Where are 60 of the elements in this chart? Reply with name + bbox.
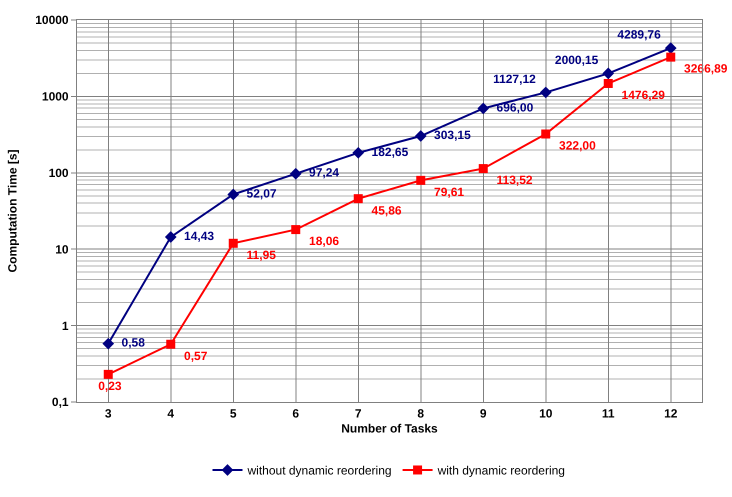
point <box>354 194 363 204</box>
data-label: 0,57 <box>177 348 211 363</box>
data-label: 14,43 <box>177 229 218 244</box>
x-tick-label: 11 <box>602 406 615 420</box>
data-label: 18,06 <box>302 234 342 248</box>
x-tick-label: 6 <box>292 406 300 420</box>
point <box>164 231 177 243</box>
point <box>228 238 238 248</box>
y-tick-label: 100 <box>48 166 69 180</box>
point <box>104 370 113 379</box>
data-label: 45,86 <box>364 203 405 218</box>
data-label: 1476,29 <box>614 88 668 102</box>
point <box>540 86 552 98</box>
x-tick-label: 5 <box>230 406 237 420</box>
point <box>416 176 426 185</box>
legend-label: without dynamic reordering <box>246 464 392 478</box>
data-label: 11,95 <box>240 248 280 262</box>
x-tick-label: 7 <box>354 406 362 420</box>
point <box>477 102 490 114</box>
y-axis-title: Computation Time [s] <box>6 149 20 273</box>
data-label: 303,15 <box>427 128 474 142</box>
data-label: 79,61 <box>427 184 468 199</box>
point <box>102 338 114 350</box>
point <box>602 68 614 80</box>
point <box>414 130 427 142</box>
data-label: 4289,76 <box>610 27 664 42</box>
data-label: 52,07 <box>240 186 280 200</box>
data-label: 322,00 <box>552 138 600 153</box>
x-tick-label: 8 <box>417 406 424 420</box>
point <box>666 52 676 62</box>
point <box>541 130 550 138</box>
x-tick-label: 12 <box>664 406 678 420</box>
point <box>478 164 488 174</box>
point <box>227 188 240 200</box>
x-tick-label: 10 <box>539 406 553 420</box>
data-label: 182,65 <box>364 144 412 159</box>
y-tick-label: 1000 <box>42 90 69 104</box>
point <box>352 146 364 159</box>
legend-label: with dynamic reordering <box>436 464 565 478</box>
y-tick-label: 0,1 <box>52 395 69 410</box>
point <box>664 42 677 54</box>
x-tick-label: 4 <box>167 406 174 420</box>
point <box>290 168 302 180</box>
y-tick-label: 10000 <box>35 13 69 28</box>
y-tick-label: 10 <box>55 242 69 256</box>
point <box>291 225 300 234</box>
data-label: 3266,89 <box>677 62 731 76</box>
data-label: 113,52 <box>490 173 536 188</box>
data-label: 1127,12 <box>486 72 540 86</box>
data-label: 696,00 <box>490 100 537 114</box>
x-tick-label: 3 <box>104 406 112 420</box>
data-label: 0,23 <box>92 378 125 393</box>
data-label: 0,58 <box>114 336 148 350</box>
data-label: 97,24 <box>302 166 342 180</box>
y-tick-label: 1 <box>62 318 69 333</box>
x-tick-label: 9 <box>480 406 487 420</box>
x-axis-title: Number of Tasks <box>341 421 438 436</box>
data-label: 2000,15 <box>548 52 602 67</box>
point <box>604 78 613 88</box>
point <box>166 340 176 349</box>
